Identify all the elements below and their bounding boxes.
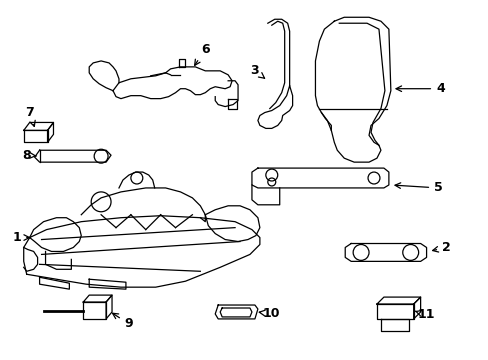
Text: 10: 10 bbox=[259, 307, 280, 320]
Text: 2: 2 bbox=[432, 241, 450, 254]
Text: 8: 8 bbox=[22, 149, 37, 162]
Text: 6: 6 bbox=[194, 42, 209, 66]
Text: 7: 7 bbox=[25, 106, 35, 126]
Text: 4: 4 bbox=[395, 82, 444, 95]
Text: 1: 1 bbox=[12, 231, 29, 244]
Text: 5: 5 bbox=[394, 181, 442, 194]
Text: 3: 3 bbox=[250, 64, 264, 78]
Text: 11: 11 bbox=[414, 309, 434, 321]
Text: 9: 9 bbox=[112, 313, 133, 330]
